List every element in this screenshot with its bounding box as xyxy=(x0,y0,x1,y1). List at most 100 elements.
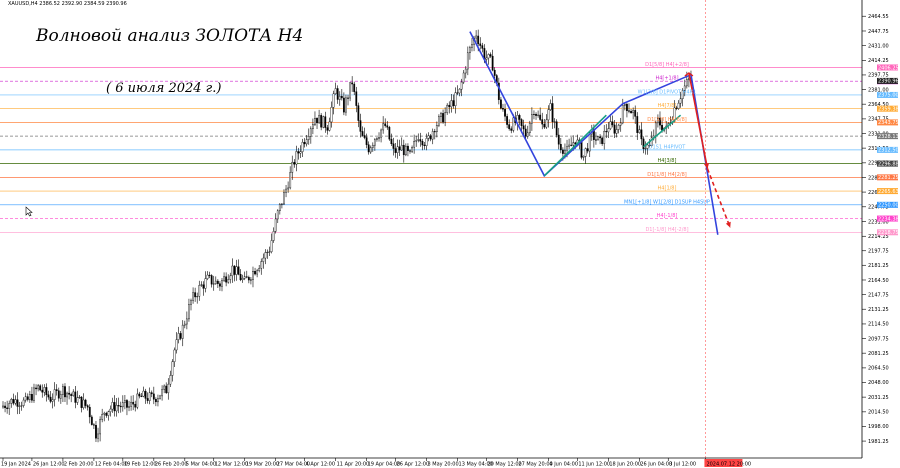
candle-body xyxy=(322,116,325,128)
candle-body xyxy=(336,88,339,100)
time-tick-label: 18 Jun 20:00 xyxy=(609,462,641,468)
candle-body xyxy=(433,131,436,133)
candle-body xyxy=(559,144,562,151)
candle-body xyxy=(16,399,19,407)
candle-body xyxy=(510,128,513,131)
candle-body xyxy=(640,129,643,140)
candle-body xyxy=(648,144,651,146)
candle-body xyxy=(53,389,56,400)
candle-body xyxy=(307,136,310,140)
candle-body xyxy=(260,261,263,269)
level-price-text: 2296.88 xyxy=(878,161,899,167)
candle-body xyxy=(409,150,411,152)
candle-body xyxy=(340,95,343,99)
candle-body xyxy=(338,95,341,100)
candle-body xyxy=(117,405,120,407)
candle-body xyxy=(57,390,60,399)
symbol-info: XAUUSD,H4 2386.52 2392.90 2384.59 2390.9… xyxy=(8,1,127,7)
level-price-text: 2359.38 xyxy=(878,106,899,112)
candle-body xyxy=(679,98,682,104)
level-price-text: 2234.38 xyxy=(878,216,899,222)
candle-body xyxy=(320,115,323,128)
candle-body xyxy=(245,276,248,278)
candle-body xyxy=(41,389,44,393)
candle-body xyxy=(252,271,254,280)
candle-body xyxy=(37,385,40,390)
candle-body xyxy=(99,419,102,435)
candle-body xyxy=(239,274,242,281)
candle-body xyxy=(524,128,527,137)
time-tick-label: 11 Jun 12:00 xyxy=(578,462,610,468)
candle-body xyxy=(574,142,577,145)
level-label: H4[-1/8] xyxy=(657,213,678,219)
level-price-tag xyxy=(877,201,898,208)
time-tick-label: 19 Apr 04:00 xyxy=(368,462,401,468)
candle-body xyxy=(611,121,614,126)
candle-body xyxy=(429,135,432,140)
candle-body xyxy=(359,120,362,132)
candle-body xyxy=(55,389,58,391)
wave-line-green xyxy=(543,114,607,177)
candle-body xyxy=(39,385,42,391)
candle-body xyxy=(18,405,21,407)
candle-body xyxy=(528,122,531,134)
candle-body xyxy=(549,103,552,110)
current-price-tag xyxy=(877,77,898,84)
candle-body xyxy=(394,148,397,153)
candle-body xyxy=(543,123,546,128)
candle-body xyxy=(274,218,277,232)
price-tick-label: 2014.50 xyxy=(868,410,889,416)
time-tick-label: 12 Feb 04:00 xyxy=(95,462,128,468)
candle-body xyxy=(623,103,626,106)
price-tick-label: 2114.50 xyxy=(868,322,889,328)
price-tick-label: 1998.00 xyxy=(868,424,889,430)
candle-body xyxy=(26,396,29,400)
level-price-tag xyxy=(877,215,898,222)
candle-body xyxy=(609,121,612,129)
candle-body xyxy=(84,399,87,406)
candle-body xyxy=(427,135,430,139)
candle-body xyxy=(330,107,333,123)
candle-body xyxy=(615,129,618,134)
candle-body xyxy=(535,113,537,116)
candle-body xyxy=(452,100,455,107)
candle-body xyxy=(324,116,327,128)
candle-body xyxy=(206,274,209,279)
candle-body xyxy=(146,398,149,401)
candle-body xyxy=(477,35,480,45)
time-axis[interactable]: 19 Jan 2024 26 Jan 12:00 2 Feb 20:00 12 Feb… xyxy=(1,458,751,468)
candle-body xyxy=(107,411,110,416)
candle-body xyxy=(109,408,112,412)
waves-layer xyxy=(469,31,731,235)
candle-body xyxy=(508,124,511,129)
candle-body xyxy=(287,187,290,190)
candle-body xyxy=(10,399,13,404)
candle-body xyxy=(599,136,601,139)
candles-layer xyxy=(2,29,692,443)
candle-body xyxy=(194,292,197,298)
candle-body xyxy=(681,90,684,99)
candle-body xyxy=(644,148,647,150)
candle-body xyxy=(580,141,583,158)
level-price-text: 2312.50 xyxy=(878,148,899,154)
candle-body xyxy=(654,122,657,137)
time-tick-label: 2 Feb 20:00 xyxy=(64,462,94,468)
candle-body xyxy=(638,129,641,133)
candle-body xyxy=(404,145,407,156)
candle-body xyxy=(181,324,184,339)
candle-body xyxy=(417,139,420,141)
time-tick-label: 12 Mar 12:00 xyxy=(215,462,248,468)
level-label: W1[3/8] D1PIVOT H4R1 xyxy=(638,89,697,95)
candle-body xyxy=(316,117,318,124)
candle-body xyxy=(626,103,628,111)
candle-body xyxy=(603,130,606,144)
candle-body xyxy=(314,117,316,125)
candle-body xyxy=(262,257,265,262)
candle-body xyxy=(369,147,372,153)
candle-body xyxy=(454,92,457,107)
candle-body xyxy=(219,283,221,287)
candle-body xyxy=(250,279,252,281)
candle-body xyxy=(136,393,139,408)
candle-body xyxy=(14,399,17,404)
